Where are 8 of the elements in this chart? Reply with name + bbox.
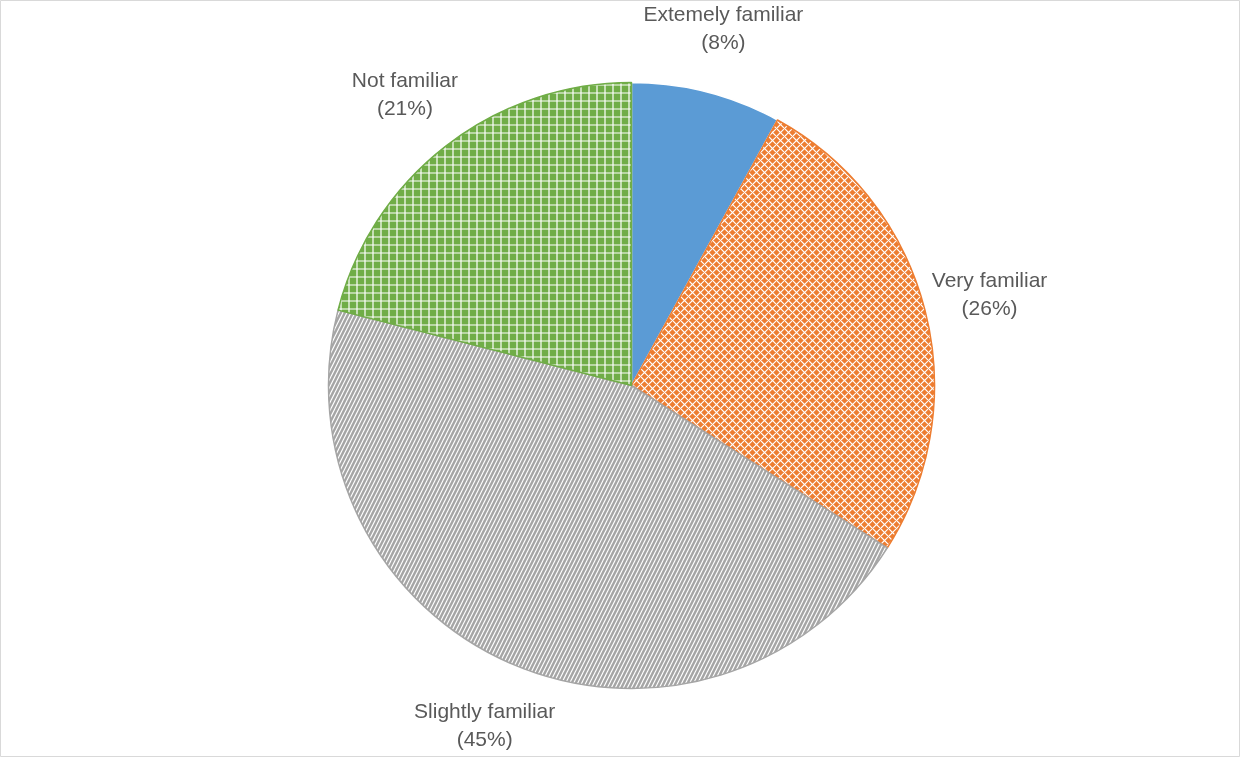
data-label: (26%) <box>961 295 1018 319</box>
slice-label: Slightly familiar <box>414 699 556 723</box>
data-label: (45%) <box>456 727 513 751</box>
data-label: (21%) <box>376 95 433 119</box>
slice-label: Extemely familiar <box>643 2 804 26</box>
slice-label: Very familiar <box>931 268 1048 292</box>
data-label: (8%) <box>701 29 746 53</box>
slice-label: Not familiar <box>351 68 459 92</box>
